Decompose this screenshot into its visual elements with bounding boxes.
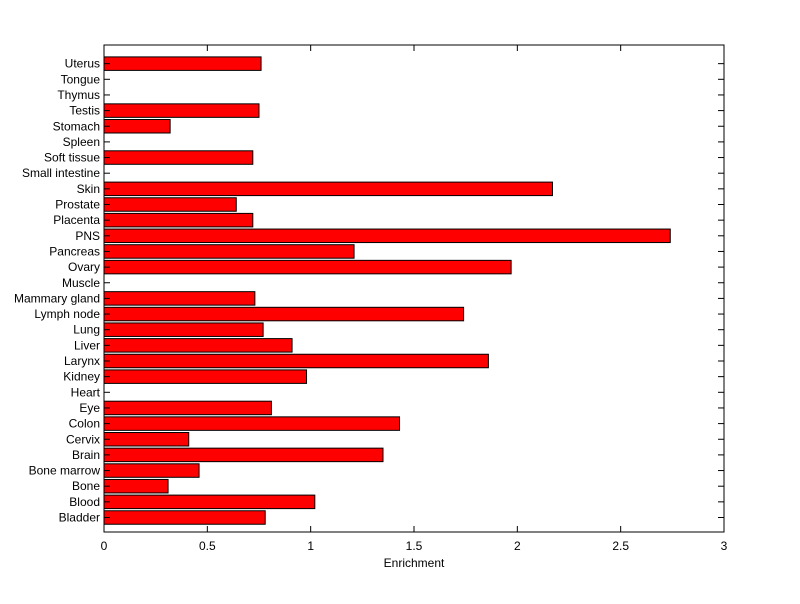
y-tick-label-heart: Heart — [71, 385, 101, 399]
bar-bladder — [103, 510, 266, 525]
y-tick-label-bone-marrow: Bone marrow — [29, 464, 101, 478]
y-tick-label-brain: Brain — [72, 448, 100, 462]
bar-blood — [103, 494, 316, 510]
y-tick-label-pns: PNS — [75, 229, 100, 243]
y-tick-label-spleen: Spleen — [63, 135, 100, 149]
bar-colon — [103, 416, 401, 431]
bar-pns — [103, 228, 671, 244]
bar-prostate — [103, 197, 237, 212]
y-tick-label-soft-tissue: Soft tissue — [44, 151, 100, 165]
y-tick-label-skin: Skin — [77, 182, 100, 196]
y-tick-label-uterus: Uterus — [65, 57, 100, 71]
bar-bone — [103, 478, 169, 494]
bar-testis — [103, 103, 260, 118]
x-axis-label: Enrichment — [384, 556, 445, 570]
y-tick-label-placenta: Placenta — [53, 213, 100, 227]
y-tick-label-small-intestine: Small intestine — [22, 166, 100, 180]
y-tick-label-prostate: Prostate — [55, 198, 100, 212]
x-tick-label-2-5: 2.5 — [612, 539, 629, 553]
y-tick-label-cervix: Cervix — [66, 432, 100, 446]
y-tick-label-eye: Eye — [79, 401, 100, 415]
bar-mammary-gland — [103, 291, 256, 306]
x-tick-label-1-5: 1.5 — [406, 539, 423, 553]
bar-liver — [103, 338, 293, 353]
bar-lung — [103, 322, 264, 337]
y-tick-label-lymph-node: Lymph node — [34, 307, 100, 321]
bar-soft-tissue — [103, 150, 254, 165]
bar-uterus — [103, 56, 262, 71]
y-tick-label-kidney: Kidney — [63, 370, 100, 384]
y-tick-label-blood: Blood — [69, 495, 100, 509]
y-tick-label-colon: Colon — [69, 417, 100, 431]
x-tick-label-2: 2 — [514, 539, 521, 553]
x-tick-label-1: 1 — [307, 539, 314, 553]
bar-pancreas — [103, 244, 355, 259]
x-tick-label-0-5: 0.5 — [199, 539, 216, 553]
y-tick-label-muscle: Muscle — [62, 276, 100, 290]
y-tick-label-bone: Bone — [72, 479, 100, 493]
x-tick-label-3: 3 — [721, 539, 728, 553]
bar-eye — [103, 400, 272, 416]
y-tick-label-thymus: Thymus — [57, 88, 100, 102]
bar-bone-marrow — [103, 463, 200, 478]
x-axis-ticks: 0 0.5 1 1.5 2 2.5 3 — [101, 45, 728, 553]
bar-ovary — [103, 259, 512, 275]
bar-cervix — [103, 432, 190, 447]
x-tick-label-0: 0 — [101, 539, 108, 553]
bar-stomach — [103, 119, 171, 134]
y-tick-label-testis: Testis — [69, 104, 100, 118]
y-tick-label-bladder: Bladder — [59, 511, 100, 525]
y-tick-label-mammary-gland: Mammary gland — [14, 291, 100, 305]
bar-brain — [103, 447, 384, 463]
y-tick-label-ovary: Ovary — [68, 260, 100, 274]
bar-placenta — [103, 212, 254, 228]
y-tick-label-tongue: Tongue — [61, 72, 101, 86]
bar-larynx — [103, 353, 489, 369]
y-tick-label-larynx: Larynx — [64, 354, 100, 368]
bar-skin — [103, 181, 553, 197]
bar-kidney — [103, 369, 308, 384]
bar-lymph-node — [103, 306, 465, 322]
y-tick-label-liver: Liver — [74, 338, 100, 352]
y-tick-label-stomach: Stomach — [53, 119, 100, 133]
plot-frame — [103, 44, 725, 533]
y-tick-label-pancreas: Pancreas — [49, 244, 100, 258]
y-tick-label-lung: Lung — [73, 323, 100, 337]
